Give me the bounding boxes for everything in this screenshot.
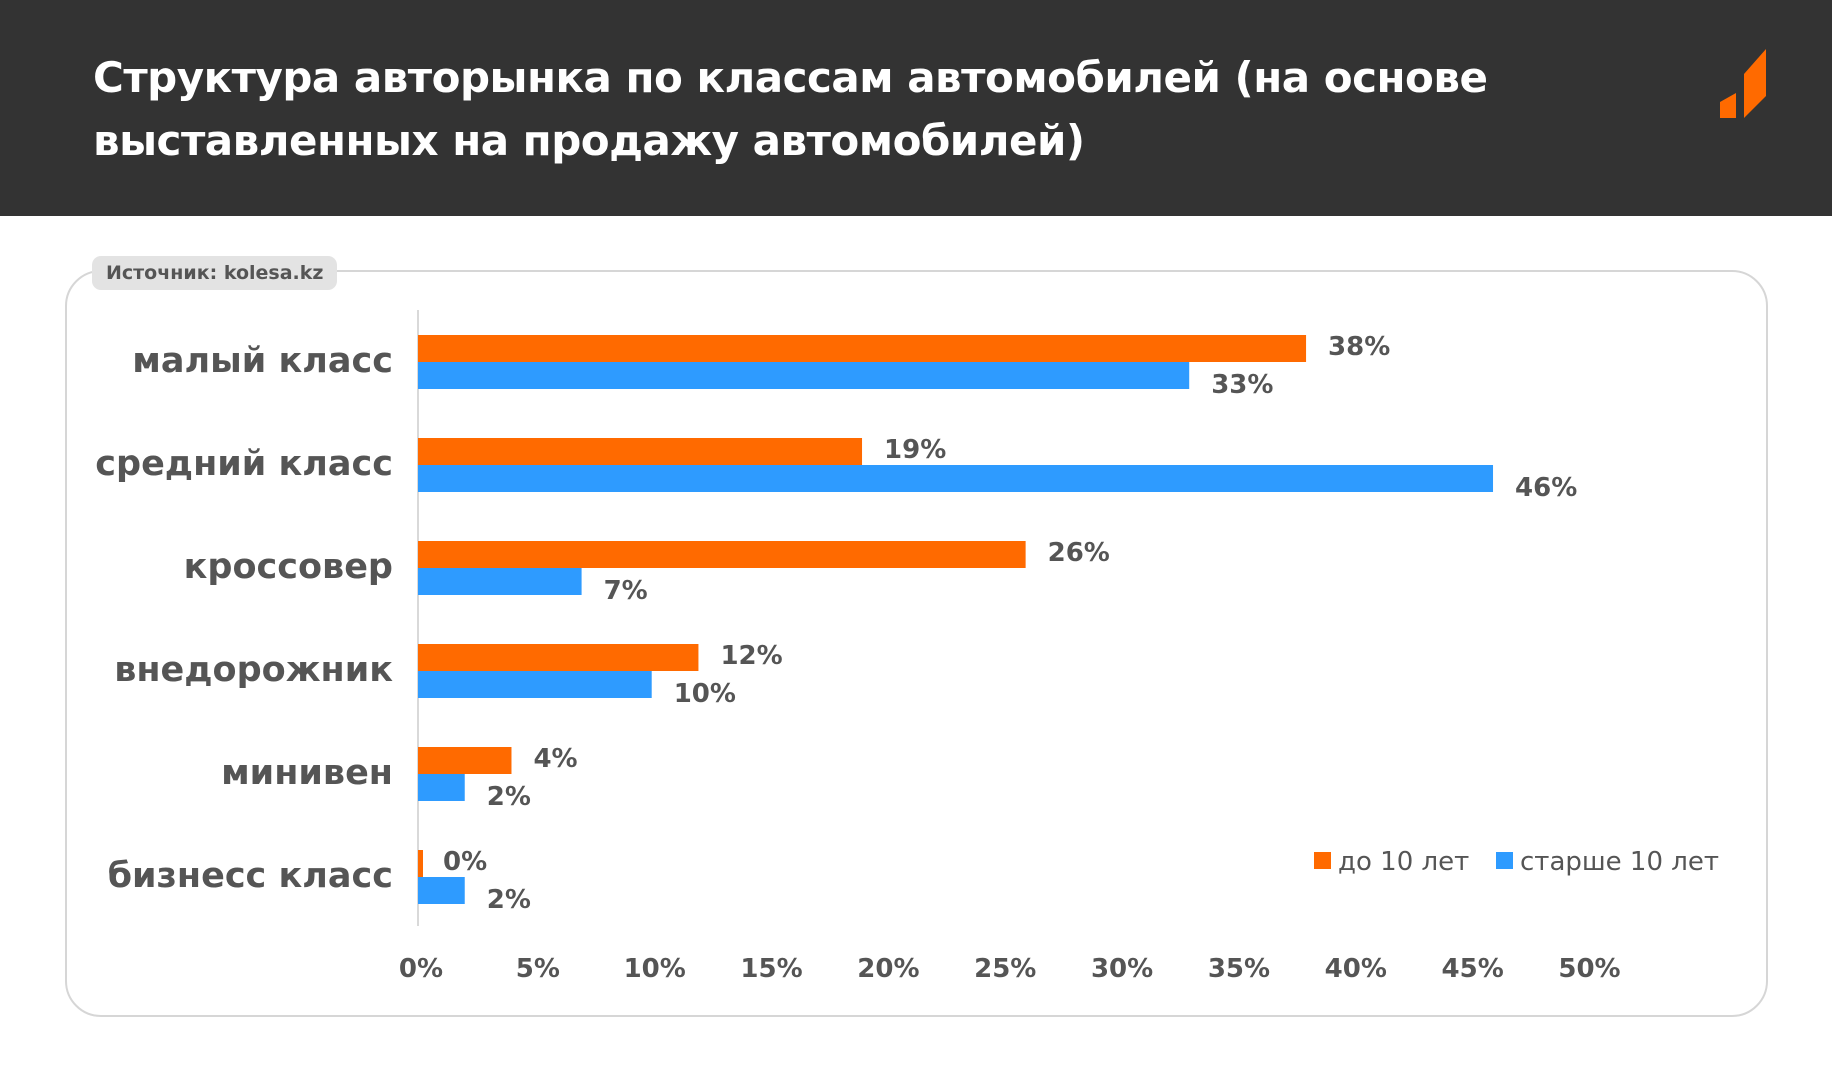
data-label: 2% [487, 885, 531, 915]
x-tick-label: 45% [1442, 954, 1504, 984]
category-label: внедорожник [114, 650, 393, 690]
data-label: 10% [674, 679, 736, 709]
bar-1 [418, 747, 512, 774]
x-tick-label: 15% [740, 954, 802, 984]
data-label: 26% [1048, 538, 1110, 568]
data-label: 33% [1211, 370, 1273, 400]
x-tick-label: 30% [1091, 954, 1153, 984]
category-label: малый класс [132, 341, 393, 381]
source-badge: Источник: kolesa.kz [92, 256, 338, 290]
x-tick-label: 0% [399, 954, 443, 984]
data-label: 19% [884, 435, 946, 465]
x-tick-label: 50% [1558, 954, 1620, 984]
category-label: средний класс [95, 444, 393, 484]
legend-swatch [1314, 852, 1331, 869]
chart-card [65, 270, 1768, 1017]
legend-swatch [1496, 852, 1513, 869]
bar-2 [418, 465, 1494, 492]
x-tick-label: 40% [1325, 954, 1387, 984]
data-label: 46% [1515, 473, 1577, 503]
bar-2 [418, 568, 582, 595]
bar-1 [418, 438, 863, 465]
bar-1 [418, 850, 423, 877]
bar-1 [418, 644, 699, 671]
bar-2 [418, 671, 652, 698]
brand-logo-icon [1720, 49, 1766, 118]
data-label: 7% [604, 576, 648, 606]
category-label: минивен [221, 753, 393, 793]
x-tick-label: 20% [857, 954, 919, 984]
category-label: кроссовер [184, 547, 393, 587]
bar-2 [418, 877, 465, 904]
bar-2 [418, 774, 465, 801]
x-tick-label: 35% [1208, 954, 1270, 984]
bar-1 [418, 541, 1026, 568]
data-label: 12% [720, 641, 782, 671]
category-label: бизнесс класс [108, 856, 393, 896]
x-tick-label: 10% [624, 954, 686, 984]
data-label: 38% [1328, 332, 1390, 362]
page-title: Структура авторынка по классам автомобил… [93, 53, 1488, 165]
header-bar: Структура авторынка по классам автомобил… [0, 0, 1832, 216]
data-label: 2% [487, 782, 531, 812]
legend-label: старше 10 лет [1520, 847, 1719, 877]
bar-1 [418, 335, 1307, 362]
x-tick-label: 5% [516, 954, 560, 984]
bar-2 [418, 362, 1190, 389]
x-tick-label: 25% [974, 954, 1036, 984]
data-label: 4% [533, 744, 577, 774]
legend-label: до 10 лет [1338, 847, 1469, 877]
data-label: 0% [443, 847, 487, 877]
